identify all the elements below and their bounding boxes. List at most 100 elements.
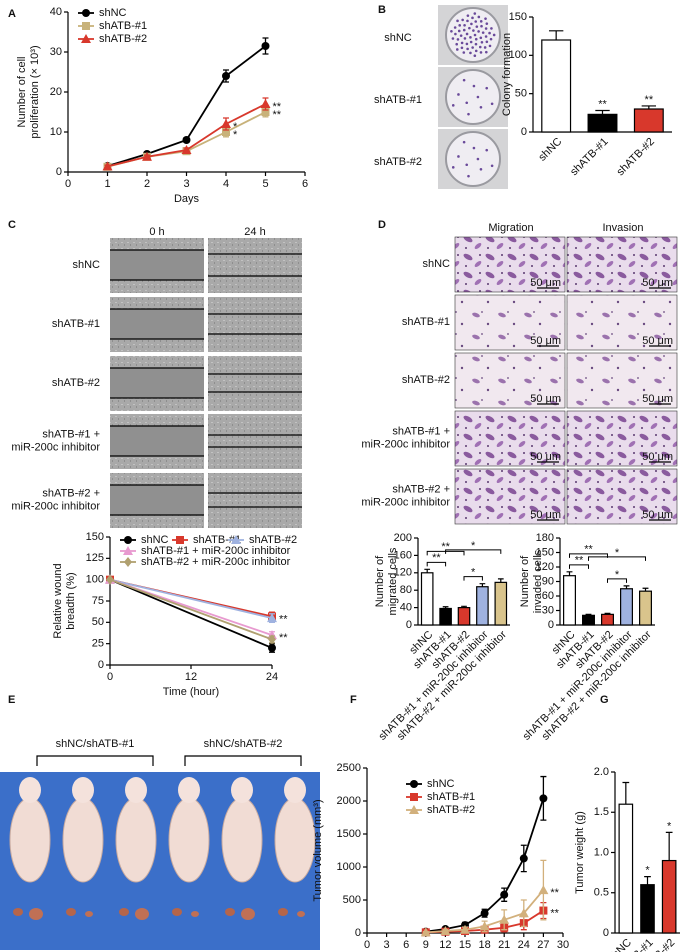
colony [469,36,472,39]
colony [455,42,459,46]
row-label: shATB-#2 + [392,483,450,495]
marker [267,613,277,623]
colony [476,157,480,161]
y-tick-label: 90 [542,575,554,587]
x-tick-label: 0 [107,671,113,683]
x-tick-label: 4 [223,178,229,190]
colony [484,17,487,20]
legend-marker [124,557,132,567]
colony [474,37,478,41]
row-label: miR-200c inhibitor [361,438,450,450]
colony [461,18,464,22]
x-tick-label: 24 [266,671,278,683]
panel-letter: G [600,694,609,706]
marker [106,574,114,585]
row-label: shNC [72,259,100,271]
colony [465,101,469,105]
colony [469,51,472,55]
bar [640,884,655,934]
tumor [135,908,149,920]
colony [458,24,461,27]
legend-marker [82,22,90,30]
y-tick-label: 1.5 [594,806,609,818]
colony [471,16,474,20]
significance: ** [550,907,559,919]
legend-marker [410,793,418,801]
colony [463,37,467,40]
x-tick-label: 6 [403,939,409,951]
colony [472,84,476,88]
error-bar [566,571,573,576]
legend-label: shNC [427,778,455,790]
y-tick-label: 30 [542,604,554,616]
colony [451,166,455,169]
y-tick-label: 0 [98,659,104,671]
significance: ** [584,544,593,556]
y-tick-label: 80 [400,584,412,596]
colony [472,146,476,150]
y-tick-label: 200 [394,532,412,544]
y-axis-label: breadth (%) [65,572,77,629]
colony [480,24,483,28]
scale-label: 50 μm [530,509,561,521]
bar [618,803,634,934]
legend-label: shNC [99,7,127,19]
colony [465,163,469,167]
y-axis-label: Tumor volume (mm³) [312,799,324,901]
colony [473,54,477,57]
colony [484,50,488,54]
column-label: Migration [488,222,533,234]
marker [268,643,276,652]
mouse-head [284,777,306,803]
colony [484,27,488,30]
y-tick-label: 2000 [337,795,361,807]
significance: ** [441,541,450,553]
significance: * [645,865,650,877]
significance: * [471,540,476,552]
y-tick-label: 125 [86,552,104,564]
wound-photo [208,473,302,528]
colony [480,40,484,44]
panel-letter: F [350,694,357,706]
x-tick-label: 15 [459,939,471,951]
y-tick-label: 40 [400,602,412,614]
legend-label: shATB-#2 [99,33,147,45]
bar [439,607,452,626]
row-label: miR-200c inhibitor [11,441,100,453]
colony [472,29,475,32]
marker [420,927,431,937]
colony [477,15,481,19]
legend-marker [81,34,91,43]
y-tick-label: 160 [394,549,412,561]
colony [492,33,496,37]
wound-gap [110,485,204,515]
legend-marker [231,535,241,544]
x-tick-label: 0 [364,939,370,951]
marker [460,924,470,934]
x-tick-label: shATB-#2 [615,136,657,178]
colony [462,51,466,54]
bracket [445,549,502,554]
mouse-head [178,777,200,803]
marker [539,794,548,803]
x-tick-label: 0 [65,178,71,190]
micrograph [454,294,566,351]
colony [463,23,466,27]
y-tick-label: 100 [509,49,527,61]
colony [478,45,482,49]
mouse-photo [0,772,320,950]
colony [479,168,483,171]
panel-letter: A [8,8,16,20]
colony [467,174,470,178]
bar [420,572,434,626]
x-tick-label: 3 [384,939,390,951]
y-axis-label: Tumor weight (g) [574,811,586,894]
colony [455,48,459,51]
row-label: shATB-#2 + [42,487,100,499]
legend-marker [176,536,184,544]
x-tick-label: shNC [606,937,634,952]
marker [181,145,192,154]
colony [485,86,489,90]
row-label: shATB-#1 [374,94,422,106]
